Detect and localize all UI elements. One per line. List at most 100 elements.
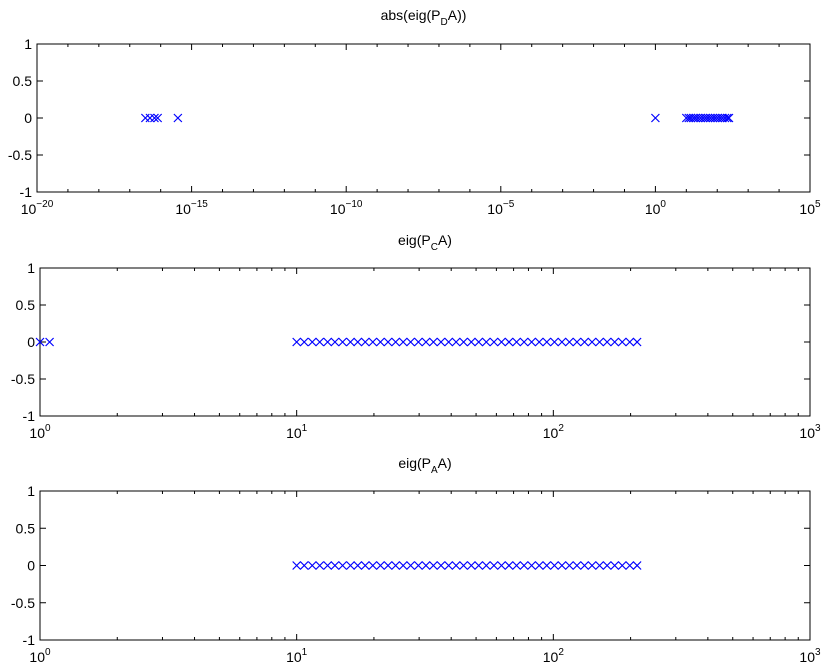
tick-exponent: 5 bbox=[815, 199, 821, 210]
tick-base: 10 bbox=[29, 649, 45, 665]
marker bbox=[489, 337, 499, 347]
marker bbox=[466, 337, 476, 347]
marker bbox=[587, 561, 597, 570]
tick-base: 10 bbox=[286, 425, 302, 441]
marker bbox=[406, 337, 416, 347]
subplot-title: eig(PCA) bbox=[398, 232, 452, 253]
tick-exponent: 0 bbox=[660, 199, 666, 210]
marker bbox=[45, 337, 55, 347]
marker bbox=[595, 561, 604, 570]
marker bbox=[542, 337, 552, 347]
marker bbox=[527, 561, 537, 570]
marker bbox=[330, 337, 340, 347]
tick-base: 10 bbox=[645, 201, 661, 217]
x-tick-label: 100 bbox=[29, 423, 51, 441]
title-part: A) bbox=[438, 455, 452, 471]
tick-base: 10 bbox=[330, 201, 346, 217]
marker bbox=[360, 337, 370, 347]
marker bbox=[724, 113, 734, 123]
y-tick-label: -0.5 bbox=[8, 147, 32, 163]
marker bbox=[376, 337, 385, 347]
marker bbox=[383, 561, 393, 570]
marker bbox=[323, 337, 333, 347]
marker bbox=[323, 561, 333, 570]
marker bbox=[466, 561, 476, 570]
marker bbox=[534, 561, 544, 570]
y-tick-label: 1 bbox=[27, 260, 35, 276]
marker bbox=[481, 561, 491, 570]
marker bbox=[564, 561, 574, 570]
x-tick-label: 101 bbox=[286, 423, 308, 441]
marker bbox=[338, 561, 348, 570]
x-tick-label: 100 bbox=[29, 647, 51, 665]
marker bbox=[504, 561, 514, 570]
marker bbox=[602, 561, 612, 570]
marker bbox=[368, 337, 378, 347]
marker bbox=[497, 561, 506, 570]
y-tick-label: -0.5 bbox=[11, 595, 35, 611]
x-tick-label: 10−20 bbox=[21, 199, 54, 217]
marker bbox=[444, 561, 454, 570]
y-tick-label: 0.5 bbox=[16, 297, 36, 313]
y-tick-label: 1 bbox=[24, 36, 32, 52]
marker bbox=[436, 561, 446, 570]
marker bbox=[338, 337, 348, 347]
tick-exponent: 2 bbox=[558, 423, 564, 434]
marker bbox=[35, 337, 45, 347]
marker bbox=[398, 561, 408, 570]
marker bbox=[391, 561, 401, 570]
marker bbox=[610, 561, 620, 570]
marker bbox=[722, 113, 732, 123]
marker bbox=[451, 337, 461, 347]
marker bbox=[512, 561, 521, 570]
marker bbox=[602, 337, 612, 347]
x-tick-label: 10−5 bbox=[487, 199, 514, 217]
marker bbox=[444, 337, 454, 347]
marker bbox=[572, 337, 582, 347]
marker bbox=[173, 113, 183, 123]
plot-area bbox=[39, 490, 811, 641]
tick-exponent: −5 bbox=[503, 199, 515, 210]
marker bbox=[413, 337, 423, 347]
tick-exponent: −15 bbox=[191, 199, 208, 210]
tick-base: 10 bbox=[29, 425, 45, 441]
y-tick-label: -0.5 bbox=[11, 371, 35, 387]
marker bbox=[557, 561, 567, 570]
marker bbox=[153, 113, 163, 123]
tick-exponent: 1 bbox=[302, 647, 308, 658]
x-tick-label: 101 bbox=[286, 647, 308, 665]
marker bbox=[474, 561, 484, 570]
title-subscript: D bbox=[441, 17, 448, 28]
marker bbox=[391, 337, 401, 347]
subplot-title: eig(PAA) bbox=[398, 455, 451, 476]
marker bbox=[346, 561, 355, 570]
tick-base: 10 bbox=[799, 201, 815, 217]
marker bbox=[550, 337, 559, 347]
marker bbox=[542, 561, 552, 570]
y-tick-label: 0.5 bbox=[13, 73, 33, 89]
marker bbox=[292, 561, 302, 570]
marker bbox=[383, 337, 393, 347]
y-tick-label: 0.5 bbox=[16, 520, 36, 536]
marker bbox=[650, 113, 660, 123]
y-tick-label: -1 bbox=[23, 632, 36, 648]
subplot-title: abs(eig(PDA)) bbox=[381, 7, 467, 28]
marker bbox=[534, 337, 544, 347]
tick-exponent: 1 bbox=[302, 423, 308, 434]
marker bbox=[451, 561, 461, 570]
marker bbox=[587, 337, 597, 347]
marker bbox=[353, 337, 363, 347]
tick-base: 10 bbox=[21, 201, 37, 217]
marker bbox=[557, 337, 567, 347]
marker bbox=[299, 337, 309, 347]
x-tick-label: 103 bbox=[799, 423, 821, 441]
x-tick-label: 105 bbox=[799, 199, 821, 217]
tick-exponent: −10 bbox=[346, 199, 363, 210]
marker bbox=[519, 561, 529, 570]
x-tick-label: 100 bbox=[645, 199, 667, 217]
x-tick-label: 102 bbox=[543, 647, 565, 665]
marker bbox=[512, 337, 521, 347]
y-tick-label: 1 bbox=[27, 483, 35, 499]
